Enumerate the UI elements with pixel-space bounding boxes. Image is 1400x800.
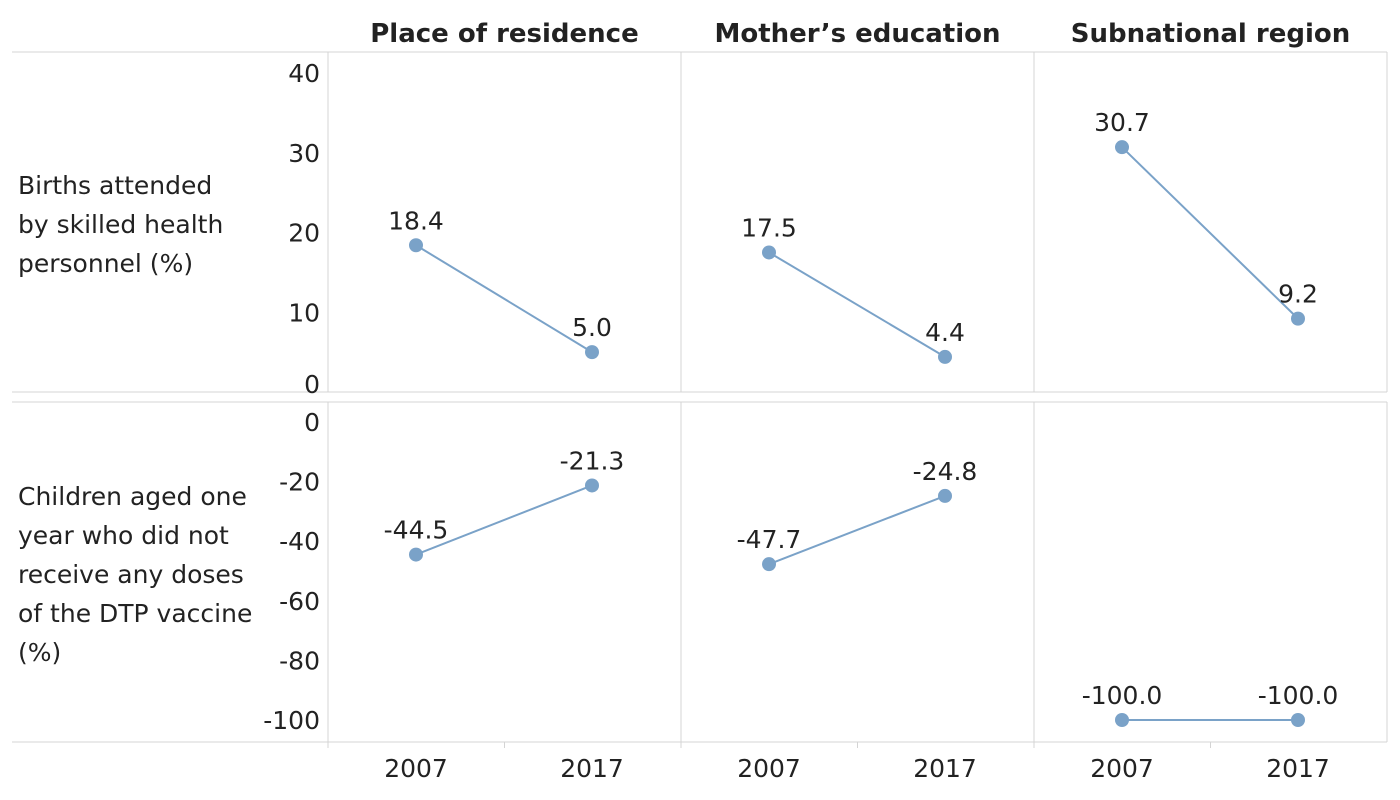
y-tick-label: 40: [288, 59, 320, 88]
data-label: 9.2: [1278, 280, 1318, 309]
y-tick-label: 0: [304, 408, 320, 437]
series-marks: 18.4 5.0 17.5 4.4 30.7 9.2 -44.5 -21.3 -47.7 -24.…: [384, 108, 1339, 727]
y-tick-label: -20: [279, 468, 320, 497]
series-line: [1121, 146, 1299, 320]
series-line: [768, 251, 946, 358]
data-point: [1291, 311, 1305, 326]
data-point: [938, 349, 952, 364]
data-label: 5.0: [572, 313, 612, 342]
x-tick-label: 2017: [560, 754, 624, 783]
row-label-line: of the DTP vaccine: [18, 599, 253, 628]
row-label-line: (%): [18, 638, 62, 667]
column-headers: Place of residence Mother’s education Subn…: [370, 19, 1350, 49]
y-tick-label: 30: [288, 139, 320, 168]
series-line: [768, 494, 946, 566]
x-tick-label: 2007: [1090, 754, 1154, 783]
row-label-line: personnel (%): [18, 249, 194, 278]
column-header-0: Place of residence: [370, 19, 638, 49]
data-point: [938, 488, 952, 503]
y-tick-label: -40: [279, 527, 320, 556]
row-label-line: receive any doses: [18, 560, 244, 589]
axes: 0 10 20 30 40 0 -20 -40 -60 -80 -100 2007 2017 2007 20…: [263, 59, 1330, 783]
row-label-line: year who did not: [18, 521, 229, 550]
data-point: [762, 557, 776, 572]
row-label-dtp-vaccine: Children aged one year who did not receive…: [18, 477, 252, 672]
data-point: [762, 245, 776, 260]
column-header-1: Mother’s education: [714, 19, 1000, 49]
data-label: 18.4: [388, 206, 444, 235]
x-tick-label: 2007: [384, 754, 448, 783]
x-tick-label: 2007: [737, 754, 801, 783]
data-label: -47.7: [737, 525, 802, 554]
series-line: [415, 244, 593, 353]
data-point: [585, 345, 599, 360]
data-point: [409, 547, 423, 562]
row-label-births-attended: Births attended by skilled health personne…: [18, 166, 223, 283]
y-tick-label: -100: [263, 706, 320, 735]
data-point: [1115, 713, 1129, 727]
data-label: 4.4: [925, 318, 965, 347]
row-label-line: by skilled health: [18, 210, 224, 239]
data-label: -44.5: [384, 516, 449, 545]
data-label: -21.3: [560, 446, 625, 475]
y-tick-label: 0: [304, 370, 320, 399]
row-label-line: Children aged one: [18, 482, 247, 511]
data-point: [409, 238, 423, 253]
data-point: [1115, 140, 1129, 155]
series-line: [415, 484, 593, 556]
row-label-line: Births attended: [18, 171, 213, 200]
y-tick-label: 20: [288, 219, 320, 248]
x-tick-label: 2017: [1266, 754, 1330, 783]
data-label: 17.5: [741, 213, 797, 242]
data-point: [585, 478, 599, 493]
y-tick-label: 10: [288, 298, 320, 327]
data-label: -100.0: [1082, 681, 1163, 710]
data-label: -24.8: [913, 457, 978, 486]
data-label: -100.0: [1258, 681, 1339, 710]
y-tick-label: -80: [279, 646, 320, 675]
data-point: [1291, 713, 1305, 727]
column-header-2: Subnational region: [1071, 19, 1350, 49]
grid-layer: [12, 51, 1388, 748]
y-tick-label: -60: [279, 587, 320, 616]
data-label: 30.7: [1094, 108, 1150, 137]
x-tick-label: 2017: [913, 754, 977, 783]
